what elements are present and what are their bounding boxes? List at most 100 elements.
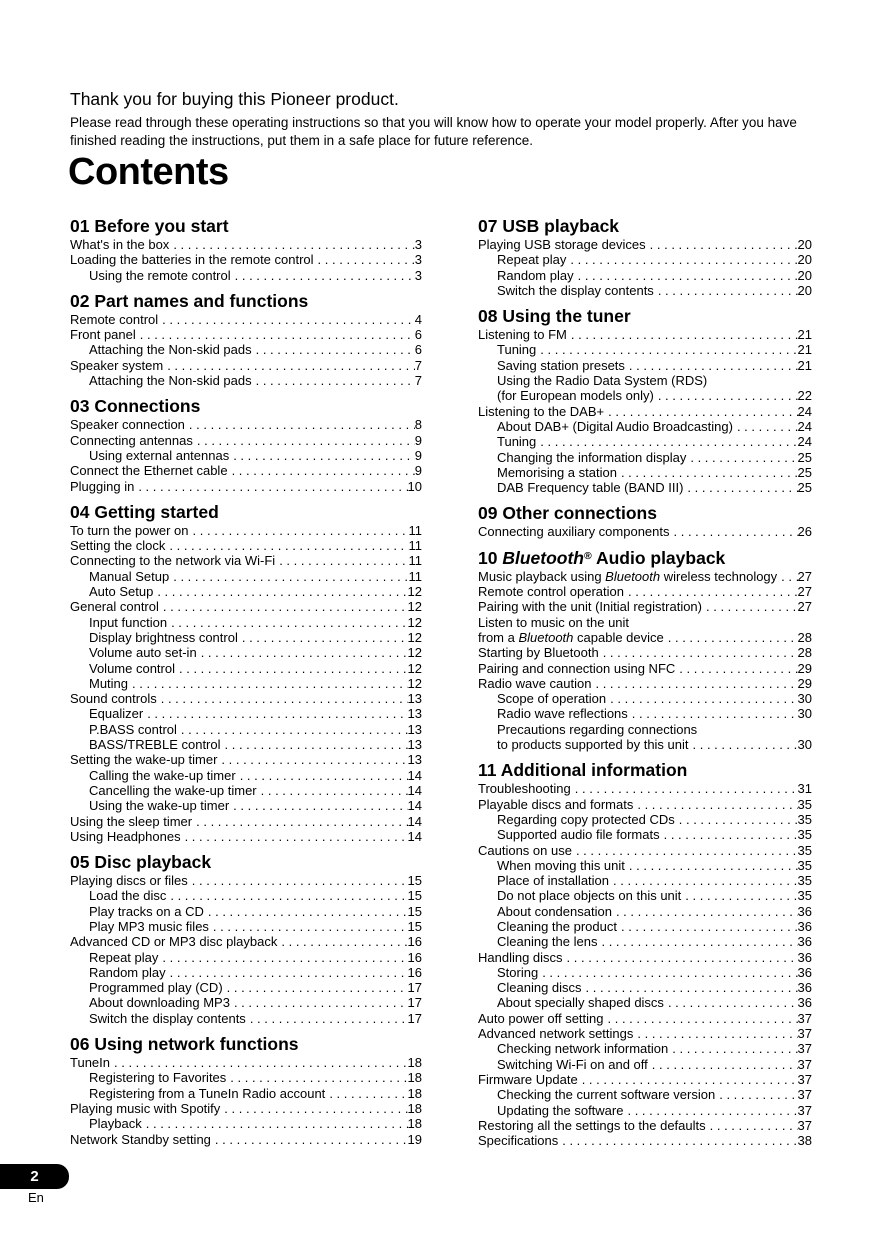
toc-entry: Tuning. . . . . . . . . . . . . . . . . … [478, 434, 812, 449]
toc-entry: Place of installation. . . . . . . . . .… [478, 873, 812, 888]
dot-leader: . . . . . . . . . . . . . . . . . . . . … [233, 447, 415, 463]
toc-entry-label: Playing music with Spotify [70, 1100, 221, 1116]
toc-entry: Connecting antennas. . . . . . . . . . .… [70, 433, 422, 448]
toc-entry: Specifications. . . . . . . . . . . . . … [478, 1133, 812, 1148]
toc-entry-label: Input function [89, 614, 168, 630]
toc-section: 05 Disc playback Playing discs or files. … [70, 853, 422, 1026]
toc-entry: Regarding copy protected CDs. . . . . . … [478, 812, 812, 827]
toc-entry-page: 8 [414, 417, 422, 433]
toc-entry: Handling discs. . . . . . . . . . . . . … [478, 950, 812, 965]
toc-entry: Listening to FM. . . . . . . . . . . . .… [478, 327, 812, 342]
toc-section: 02 Part names and functions Remote contro… [70, 292, 422, 388]
dot-leader: . . . . . . . . . . . . . . . . . . . . … [162, 949, 407, 965]
toc-entry: Setting the clock. . . . . . . . . . . .… [70, 538, 422, 553]
toc-entry-page: 16 [407, 949, 422, 965]
toc-entry-label: Scope of operation [497, 691, 607, 707]
toc-entry: Supported audio file formats. . . . . . … [478, 827, 812, 842]
toc-entry-page: 12 [407, 614, 422, 630]
toc-entry: to products supported by this unit. . . … [478, 737, 812, 752]
toc-entry-label: Remote control [70, 311, 159, 327]
dot-leader: . . . . . . . . . . . . . . . . . . . . … [173, 237, 414, 252]
toc-entry: Updating the software. . . . . . . . . .… [478, 1103, 812, 1118]
toc-entry-label: Loading the batteries in the remote cont… [70, 252, 314, 268]
toc-entry: Programmed play (CD). . . . . . . . . . … [70, 980, 422, 995]
toc-entry-page: 7 [414, 373, 422, 389]
toc-entry-label: Do not place objects on this unit [497, 888, 682, 904]
toc-entry-label: About condensation [497, 903, 612, 919]
dot-leader: . . . . . . . . . . . . . . . . . . . . … [595, 675, 797, 691]
toc-entry-label: Storing [497, 964, 539, 980]
toc-entry-label: Using the wake-up timer [89, 798, 230, 814]
toc-entry-label: Radio wave caution [478, 675, 592, 691]
intro-title: Thank you for buying this Pioneer produc… [70, 89, 399, 109]
toc-entry-label: DAB Frequency table (BAND III) [497, 480, 684, 496]
toc-entry-label: Saving station presets [497, 357, 625, 373]
dot-leader: . . . . . . . . . . . . . . . . . . . . … [687, 480, 797, 496]
dot-leader: . . . . . . . . . . . . . . . . . . . . … [706, 599, 798, 615]
toc-entry-label: Equalizer [89, 706, 144, 722]
toc-entry-label: Regarding copy protected CDs [497, 811, 675, 827]
toc-entry-page: 14 [407, 798, 422, 814]
toc-entry-label: Network Standby setting [70, 1131, 211, 1147]
toc-entry: Checking network information. . . . . . … [478, 1041, 812, 1056]
toc-entry: Switch the display contents. . . . . . .… [70, 1011, 422, 1026]
dot-leader: . . . . . . . . . . . . . . . . . . . . … [613, 873, 798, 889]
toc-entry-page: 9 [414, 432, 422, 448]
toc-entry-page: 24 [797, 434, 812, 450]
dot-leader: . . . . . . . . . . . . . . . . . . . . … [663, 827, 798, 843]
toc-entry: Volume control. . . . . . . . . . . . . … [70, 661, 422, 676]
toc-entry-page: 25 [797, 464, 812, 480]
page-number-badge: 2 [0, 1164, 69, 1189]
toc-entry-page: 17 [407, 1010, 422, 1026]
toc-entry-label: When moving this unit [497, 857, 625, 873]
toc-entry: General control. . . . . . . . . . . . .… [70, 599, 422, 614]
dot-leader: . . . . . . . . . . . . . . . . . . . . … [781, 568, 797, 584]
toc-entry-page: 36 [797, 995, 812, 1011]
dot-leader: . . . . . . . . . . . . . . . . . . . . … [651, 1056, 798, 1072]
toc-entry-label: Front panel [70, 327, 136, 343]
toc-entry: Advanced network settings. . . . . . . .… [478, 1026, 812, 1041]
dot-leader: . . . . . . . . . . . . . . . . . . . . … [192, 522, 409, 538]
toc-entry-page: 13 [407, 691, 422, 707]
toc-entry-page: 16 [407, 964, 422, 980]
toc-entry: Radio wave caution. . . . . . . . . . . … [478, 676, 812, 691]
toc-entry-page: 11 [408, 568, 423, 584]
dot-leader: . . . . . . . . . . . . . . . . . . . . … [184, 828, 408, 844]
toc-entry: Cancelling the wake-up timer. . . . . . … [70, 783, 422, 798]
dot-leader: . . . . . . . . . . . . . . . . . . . . … [601, 934, 797, 950]
toc-section: 01 Before you start What's in the box. . … [70, 217, 422, 283]
toc-entry-label: Manual Setup [89, 568, 170, 584]
toc-entry: Cleaning the lens. . . . . . . . . . . .… [478, 934, 812, 949]
toc-entry-page: 14 [407, 828, 422, 844]
dot-leader: . . . . . . . . . . . . . . . . . . . . … [566, 949, 798, 965]
toc-entry-label: Auto power off setting [478, 1010, 604, 1026]
toc-entry-label: Random play [497, 267, 574, 283]
toc-entry: Connect the Ethernet cable. . . . . . . … [70, 463, 422, 478]
toc-entry-label: Speaker system [70, 357, 164, 373]
dot-leader: . . . . . . . . . . . . . . . . . . . . … [562, 1133, 797, 1149]
toc-entry-label: Cleaning discs [497, 980, 582, 996]
toc-entry-label: Listening to FM [478, 327, 567, 343]
toc-entry: Registering from a TuneIn Radio account.… [70, 1086, 422, 1101]
dot-leader: . . . . . . . . . . . . . . . . . . . . … [577, 267, 798, 283]
dot-leader: . . . . . . . . . . . . . . . . . . . . … [173, 568, 409, 584]
toc-entry: Storing. . . . . . . . . . . . . . . . .… [478, 965, 812, 980]
dot-leader: . . . . . . . . . . . . . . . . . . . . … [627, 584, 798, 600]
toc-entry: Scope of operation. . . . . . . . . . . … [478, 691, 812, 706]
dot-leader: . . . . . . . . . . . . . . . . . . . . … [628, 357, 798, 373]
dot-leader: . . . . . . . . . . . . . . . . . . . . … [637, 1026, 797, 1042]
dot-leader: . . . . . . . . . . . . . . . . . . . . … [196, 432, 415, 448]
toc-entry-page: 7 [414, 357, 422, 373]
toc-section: 06 Using network functions TuneIn. . . . … [70, 1035, 422, 1147]
dot-leader: . . . . . . . . . . . . . . . . . . . . … [540, 434, 797, 450]
dot-leader: . . . . . . . . . . . . . . . . . . . . … [196, 813, 407, 829]
dot-leader: . . . . . . . . . . . . . . . . . . . . … [162, 599, 408, 615]
toc-entry-page: 19 [407, 1131, 422, 1147]
dot-leader: . . . . . . . . . . . . . . . . . . . . … [610, 691, 797, 707]
toc-entry-page: 11 [408, 522, 423, 538]
toc-entry: Random play. . . . . . . . . . . . . . .… [70, 965, 422, 980]
toc-entry-label: P.BASS control [89, 721, 177, 737]
toc-entry-label: Restoring all the settings to the defaul… [478, 1117, 706, 1133]
toc-entry: Memorising a station. . . . . . . . . . … [478, 465, 812, 480]
toc-entry-label: Advanced CD or MP3 disc playback [70, 934, 278, 950]
